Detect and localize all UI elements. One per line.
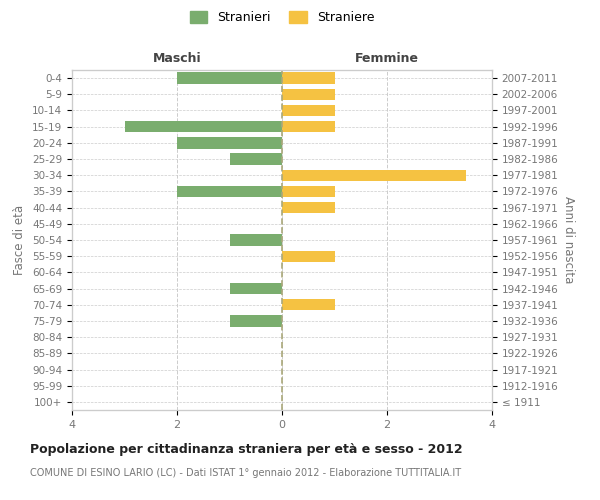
Bar: [282, 202, 335, 213]
Y-axis label: Anni di nascita: Anni di nascita: [562, 196, 575, 284]
Text: Popolazione per cittadinanza straniera per età e sesso - 2012: Popolazione per cittadinanza straniera p…: [30, 442, 463, 456]
Bar: [282, 121, 335, 132]
Bar: [282, 72, 335, 84]
Bar: [282, 88, 335, 100]
Bar: [177, 72, 282, 84]
Bar: [229, 234, 282, 246]
Bar: [282, 186, 335, 197]
Text: Femmine: Femmine: [355, 52, 419, 65]
Bar: [229, 316, 282, 326]
Text: Maschi: Maschi: [152, 52, 202, 65]
Y-axis label: Fasce di età: Fasce di età: [13, 205, 26, 275]
Text: COMUNE DI ESINO LARIO (LC) - Dati ISTAT 1° gennaio 2012 - Elaborazione TUTTITALI: COMUNE DI ESINO LARIO (LC) - Dati ISTAT …: [30, 468, 461, 477]
Bar: [282, 250, 335, 262]
Bar: [229, 283, 282, 294]
Bar: [282, 170, 466, 181]
Bar: [125, 121, 282, 132]
Bar: [282, 299, 335, 310]
Bar: [177, 186, 282, 197]
Bar: [282, 105, 335, 116]
Bar: [177, 137, 282, 148]
Legend: Stranieri, Straniere: Stranieri, Straniere: [185, 6, 379, 29]
Bar: [229, 154, 282, 164]
